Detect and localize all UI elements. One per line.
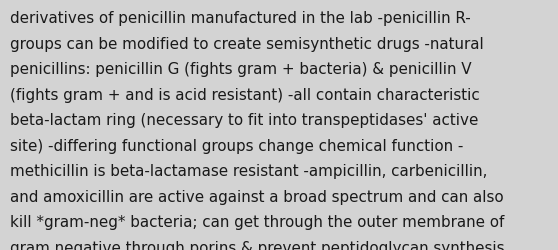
Text: gram negative through porins & prevent peptidoglycan synthesis: gram negative through porins & prevent p… <box>10 240 504 250</box>
Text: groups can be modified to create semisynthetic drugs -natural: groups can be modified to create semisyn… <box>10 36 484 52</box>
Text: and amoxicillin are active against a broad spectrum and can also: and amoxicillin are active against a bro… <box>10 189 504 204</box>
Text: penicillins: penicillin G (fights gram + bacteria) & penicillin V: penicillins: penicillin G (fights gram +… <box>10 62 472 77</box>
Text: kill *gram-neg* bacteria; can get through the outer membrane of: kill *gram-neg* bacteria; can get throug… <box>10 214 504 229</box>
Text: site) -differing functional groups change chemical function -: site) -differing functional groups chang… <box>10 138 463 153</box>
Text: derivatives of penicillin manufactured in the lab -penicillin R-: derivatives of penicillin manufactured i… <box>10 11 471 26</box>
Text: methicillin is beta-lactamase resistant -ampicillin, carbenicillin,: methicillin is beta-lactamase resistant … <box>10 164 488 178</box>
Text: (fights gram + and is acid resistant) -all contain characteristic: (fights gram + and is acid resistant) -a… <box>10 88 480 102</box>
Text: beta-lactam ring (necessary to fit into transpeptidases' active: beta-lactam ring (necessary to fit into … <box>10 113 478 128</box>
